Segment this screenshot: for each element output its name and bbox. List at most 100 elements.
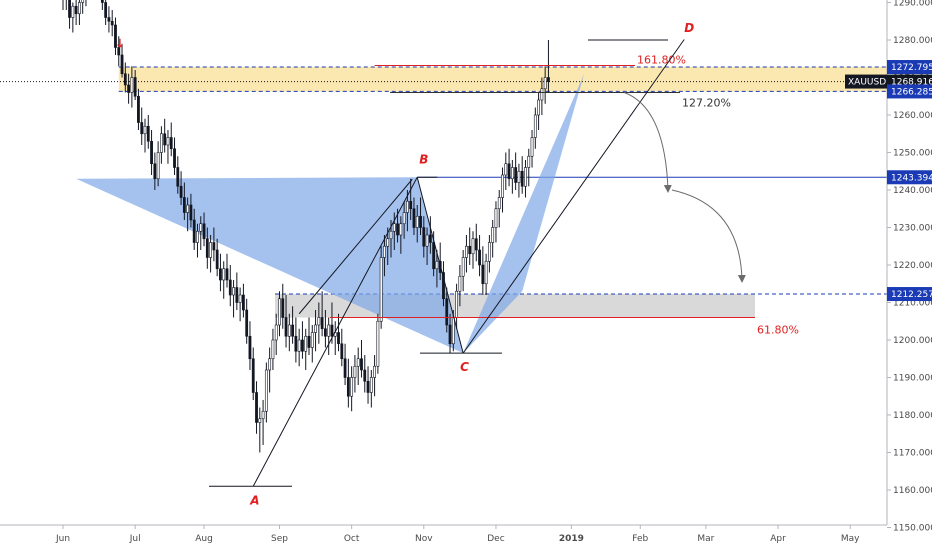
time-tick-label: Jul [129,534,141,544]
candle-body [192,219,196,243]
price-tick-label: 1210.000 [893,299,932,309]
symbol-tag-box [845,74,887,89]
candle-body [143,125,147,135]
candle-body [146,125,150,142]
candle-body [100,0,104,3]
candle-body [304,335,308,352]
candle-body [310,332,314,348]
candle-body [353,365,357,378]
candle-body [547,77,550,82]
price-tick-label: 1240.000 [893,186,932,196]
candle-body [68,0,71,18]
time-tick-label: Feb [632,534,648,544]
time-tick-label: Jun [55,534,70,544]
price-tick-label: 1260.000 [893,111,932,121]
candle-body [166,137,170,146]
candle-body [425,234,429,247]
candle-body [173,148,176,168]
candle-body [402,212,406,225]
price-tag-box [887,170,932,185]
price-tag-label: 1212.257 [891,290,932,300]
price-tick-label: 1200.000 [893,336,932,346]
candle-body [284,317,288,337]
candle-body [363,369,367,382]
candle-body [74,5,78,15]
time-tick-label: Oct [344,534,360,544]
candle-body [540,88,544,101]
price-tag-box [887,60,932,75]
price-tag-box [887,287,932,302]
candle-body [386,238,390,247]
candle-body [383,245,386,258]
candle-body [156,152,160,180]
candle-body [78,2,81,15]
candle-body [235,287,239,303]
pattern-line-ab-channel [298,178,413,315]
candle-body [487,242,491,262]
candle-body [242,294,245,311]
candle-body [419,215,422,228]
candle-body [179,185,183,198]
candle-body [268,358,272,371]
fib-label: 161.80% [637,54,686,67]
time-tick-label: Dec [487,534,504,544]
candle-body [465,245,468,258]
candle-body [301,339,304,352]
candle-body [412,208,416,228]
candle-body [409,200,413,210]
price-tag-box [887,84,932,99]
candle-body [209,242,213,258]
candle-body [461,257,465,277]
candle-body [186,204,190,213]
price-tag-label: 1272.795 [891,63,932,73]
candle-body [114,24,117,48]
price-tick-label: 1160.000 [893,486,932,496]
candle-body [497,197,501,210]
candle-body [389,230,393,240]
candle-body [432,242,436,270]
candle-body [137,95,140,123]
pattern-line-ab [252,177,418,487]
candle-body [264,369,268,412]
candle-body [356,358,360,367]
candle-body [123,73,127,86]
candle-body [258,418,262,423]
candle-body [317,317,321,326]
time-tick-label: Mar [697,534,714,544]
candle-body [150,140,153,165]
candle-body [474,238,478,251]
time-tick-label: Apr [770,534,786,544]
candle-body [428,234,432,243]
time-tick-label: Aug [195,534,213,544]
candle-body [196,230,199,243]
candle-body [81,0,85,3]
candle-body [215,249,219,270]
candle-body [205,238,209,258]
candle-body [514,167,518,183]
candle-body [127,84,131,93]
candle-body [291,324,295,337]
candle-body [307,335,311,348]
candle-body [392,223,396,232]
candle-body [445,298,449,326]
price-tick-label: 1190.000 [893,374,932,384]
pattern-label-d: D [684,21,694,35]
candle-body [245,309,249,337]
candle-body [274,324,278,341]
candle-body [520,170,524,187]
candle-body [415,215,419,228]
candle-body [530,137,534,157]
candle-body [379,257,383,322]
candle-body [330,324,334,337]
candle-body [163,133,167,146]
price-tick-label: 1180.000 [893,411,932,421]
candle-body [251,358,255,393]
price-tag: 1243.394 [887,170,932,185]
candle-body [294,335,298,352]
candle-body [281,298,285,318]
price-tag: 1266.285 [887,84,932,99]
candle-body [130,77,134,93]
candle-body [107,17,111,22]
candle-body [399,223,403,236]
